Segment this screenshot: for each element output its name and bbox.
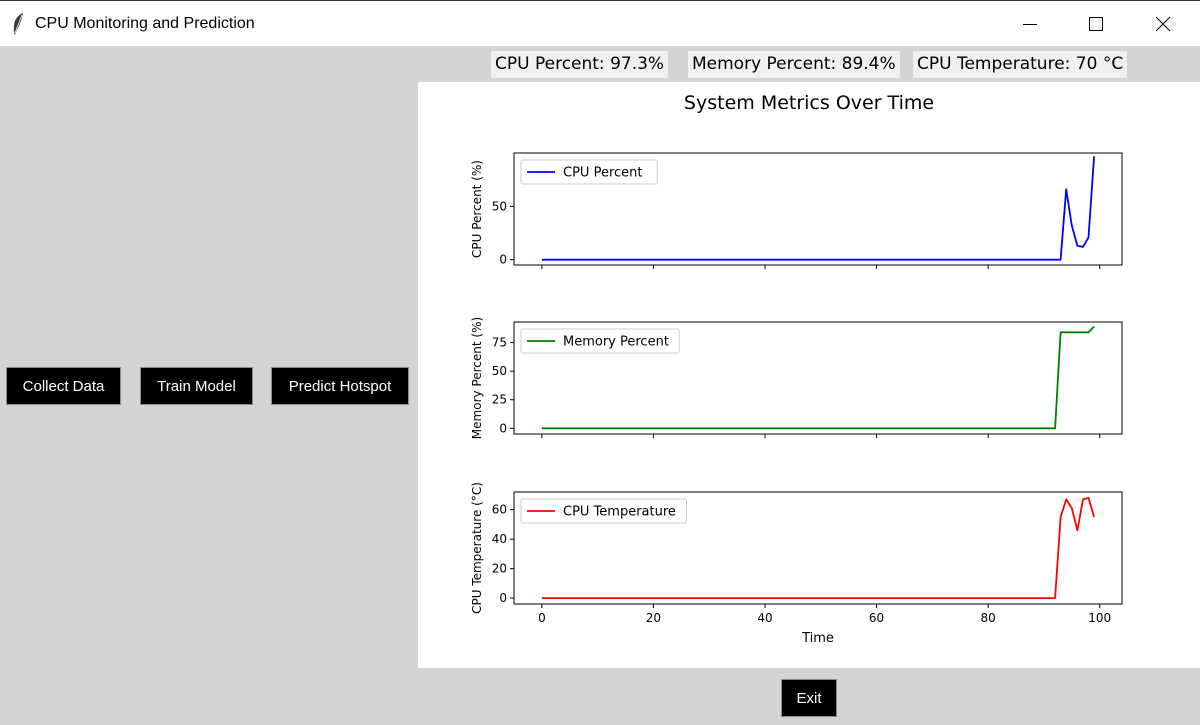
y-tick-label: 75 xyxy=(492,336,507,350)
legend-box xyxy=(520,498,687,524)
x-tick-label: 80 xyxy=(980,611,995,625)
feather-icon xyxy=(13,13,23,35)
y-axis-label: Memory Percent (%) xyxy=(470,317,484,439)
maximize-icon xyxy=(1089,17,1103,31)
legend-label: CPU Percent xyxy=(563,166,642,181)
y-tick-label: 20 xyxy=(492,562,507,576)
chart-canvas: System Metrics Over Time 0 50 CPU Percent (… xyxy=(418,82,1200,668)
legend-label: Memory Percent xyxy=(563,335,669,350)
memory-percent-label: Memory Percent: 89.4% xyxy=(688,51,900,78)
y-tick-label: 0 xyxy=(499,421,507,435)
y-axis-label: CPU Temperature (°C) xyxy=(470,482,484,614)
legend-box xyxy=(520,159,658,185)
x-tick-label: 20 xyxy=(646,611,661,625)
subplot-1: 0 50 CPU Percent (%) CPU Percent xyxy=(470,152,1123,269)
x-tick-label: 0 xyxy=(538,611,546,625)
y-tick-label: 0 xyxy=(499,253,507,267)
y-tick-label: 0 xyxy=(499,591,507,605)
close-icon xyxy=(1155,16,1171,32)
exit-button[interactable]: Exit xyxy=(781,679,837,717)
y-axis-label: CPU Percent (%) xyxy=(470,160,484,258)
x-tick-label: 40 xyxy=(757,611,772,625)
x-axis-label: Time xyxy=(801,631,834,646)
minimize-icon xyxy=(1023,24,1037,25)
predict-hotspot-button[interactable]: Predict Hotspot xyxy=(271,367,409,405)
cpu-percent-label: CPU Percent: 97.3% xyxy=(491,51,669,78)
y-tick-label: 50 xyxy=(492,364,507,378)
axes-frame xyxy=(513,491,1123,605)
legend-label: CPU Temperature xyxy=(563,505,676,520)
series-line xyxy=(541,325,1095,430)
series-line xyxy=(541,496,1095,599)
axes-frame xyxy=(513,321,1123,435)
metrics-chart: System Metrics Over Time 0 50 CPU Percent (… xyxy=(470,92,1123,646)
y-tick-label: 50 xyxy=(492,199,507,213)
collect-data-button[interactable]: Collect Data xyxy=(6,367,121,405)
y-tick-label: 40 xyxy=(492,532,507,546)
window-title: CPU Monitoring and Prediction xyxy=(35,15,255,32)
legend: Memory Percent xyxy=(520,328,680,354)
legend: CPU Temperature xyxy=(520,498,687,524)
x-tick-label: 100 xyxy=(1088,611,1111,625)
x-tick-label: 60 xyxy=(869,611,884,625)
legend-box xyxy=(520,328,680,354)
subplot-2: 0 25 50 75 Memory Percent (%) Memory Percent xyxy=(470,317,1123,439)
chart-title: System Metrics Over Time xyxy=(684,92,934,114)
y-tick-label: 25 xyxy=(492,393,507,407)
y-tick-label: 60 xyxy=(492,503,507,517)
maximize-button[interactable] xyxy=(1063,1,1129,47)
minimize-button[interactable] xyxy=(997,1,1063,47)
train-model-button[interactable]: Train Model xyxy=(140,367,253,405)
legend: CPU Percent xyxy=(520,159,658,185)
close-button[interactable] xyxy=(1130,1,1196,47)
cpu-temperature-label: CPU Temperature: 70 °C xyxy=(913,51,1128,78)
series-line xyxy=(541,156,1095,261)
axes-frame xyxy=(513,152,1123,266)
title-bar: CPU Monitoring and Prediction xyxy=(0,0,1200,46)
subplot-3: 0 20 40 60 0 20 40 60 80 100 CPU Temperature (°C) C… xyxy=(470,482,1123,625)
